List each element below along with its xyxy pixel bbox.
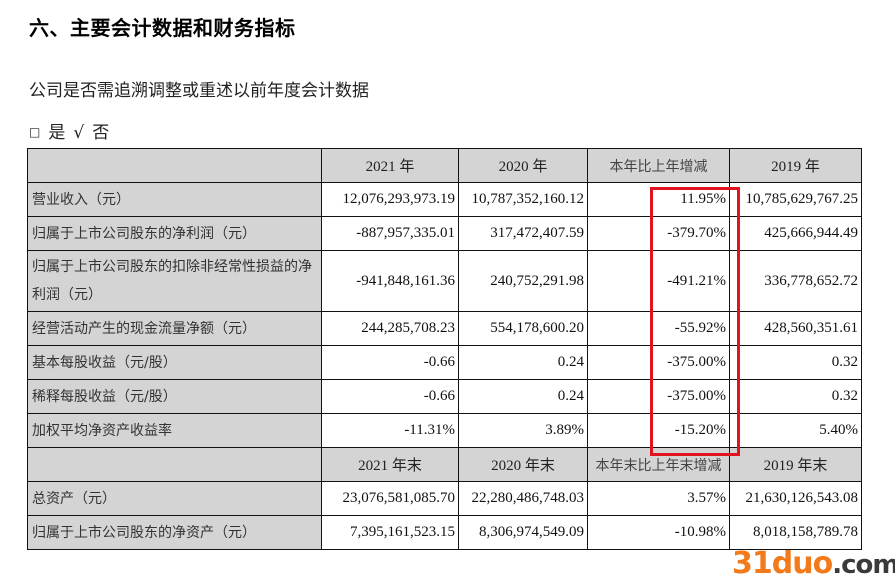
value-2020: 240,752,291.98	[458, 250, 588, 312]
table-row: 归属于上市公司股东的扣除非经常性损益的净利润（元） -941,848,161.3…	[27, 250, 862, 312]
unchecked-box-icon: □	[29, 125, 41, 139]
value-2020: 554,178,600.20	[458, 311, 588, 346]
value-change: -55.92%	[587, 311, 730, 346]
header-cell-2021-end: 2021 年末	[321, 447, 459, 482]
value-change: -375.00%	[587, 379, 730, 414]
row-label: 归属于上市公司股东的净利润（元）	[27, 216, 322, 251]
value-2021: -0.66	[321, 379, 459, 414]
row-label: 经营活动产生的现金流量净额（元）	[27, 311, 322, 346]
value-2021: 244,285,708.23	[321, 311, 459, 346]
value-2020: 3.89%	[458, 413, 588, 448]
row-label: 基本每股收益（元/股）	[27, 345, 322, 380]
row-label: 总资产（元）	[27, 481, 322, 516]
table-row: 归属于上市公司股东的净资产（元） 7,395,161,523.15 8,306,…	[27, 515, 862, 550]
value-2020: 8,306,974,549.09	[458, 515, 588, 550]
value-2020: 317,472,407.59	[458, 216, 588, 251]
table-row: 归属于上市公司股东的净利润（元） -887,957,335.01 317,472…	[27, 216, 862, 251]
value-change: 3.57%	[587, 481, 730, 516]
table-row: 总资产（元） 23,076,581,085.70 22,280,486,748.…	[27, 481, 862, 516]
value-change: -379.70%	[587, 216, 730, 251]
yes-label: 是	[48, 123, 66, 143]
value-2020: 0.24	[458, 345, 588, 380]
header-cell-blank	[27, 148, 322, 183]
value-2019: 21,630,126,543.08	[729, 481, 862, 516]
restatement-choice: □ 是 √ 否	[29, 118, 109, 143]
value-2019: 5.40%	[729, 413, 862, 448]
value-2021: 7,395,161,523.15	[321, 515, 459, 550]
value-2019: 336,778,652.72	[729, 250, 862, 312]
row-label: 营业收入（元）	[27, 182, 322, 217]
row-label: 加权平均净资产收益率	[27, 413, 322, 448]
row-label: 归属于上市公司股东的扣除非经常性损益的净利润（元）	[27, 250, 322, 312]
value-2019: 0.32	[729, 379, 862, 414]
value-2019: 10,785,629,767.25	[729, 182, 862, 217]
watermark-logo: 31duo.com	[732, 546, 895, 581]
header-cell-change-end: 本年末比上年末增减	[587, 447, 730, 482]
value-2019: 0.32	[729, 345, 862, 380]
value-change: -10.98%	[587, 515, 730, 550]
value-2019: 425,666,944.49	[729, 216, 862, 251]
header-cell-blank	[27, 447, 322, 482]
row-label: 归属于上市公司股东的净资产（元）	[27, 515, 322, 550]
value-2021: -11.31%	[321, 413, 459, 448]
watermark-brand: 31duo	[732, 546, 833, 581]
value-2021: 12,076,293,973.19	[321, 182, 459, 217]
value-2019: 8,018,158,789.78	[729, 515, 862, 550]
table-subheader-row: 2021 年末 2020 年末 本年末比上年末增减 2019 年末	[27, 447, 862, 482]
table-row: 营业收入（元） 12,076,293,973.19 10,787,352,160…	[27, 182, 862, 217]
value-change: -15.20%	[587, 413, 730, 448]
row-label: 稀释每股收益（元/股）	[27, 379, 322, 414]
table-row: 基本每股收益（元/股） -0.66 0.24 -375.00% 0.32	[27, 345, 862, 380]
value-2019: 428,560,351.61	[729, 311, 862, 346]
value-change: -491.21%	[587, 250, 730, 312]
value-2021: -941,848,161.36	[321, 250, 459, 312]
table-row: 经营活动产生的现金流量净额（元） 244,285,708.23 554,178,…	[27, 311, 862, 346]
value-change: -375.00%	[587, 345, 730, 380]
value-2020: 10,787,352,160.12	[458, 182, 588, 217]
header-cell-2021: 2021 年	[321, 148, 459, 183]
table-header-row: 2021 年 2020 年 本年比上年增减 2019 年	[27, 148, 862, 183]
financial-indicators-table: 2021 年 2020 年 本年比上年增减 2019 年 营业收入（元） 12,…	[27, 148, 862, 550]
value-2021: -0.66	[321, 345, 459, 380]
value-2020: 0.24	[458, 379, 588, 414]
restatement-question: 公司是否需追溯调整或重述以前年度会计数据	[29, 81, 369, 101]
section-heading: 六、主要会计数据和财务指标	[29, 16, 296, 40]
header-cell-2019: 2019 年	[729, 148, 862, 183]
value-2021: 23,076,581,085.70	[321, 481, 459, 516]
value-2021: -887,957,335.01	[321, 216, 459, 251]
check-mark-icon: √	[73, 123, 85, 143]
table-row: 加权平均净资产收益率 -11.31% 3.89% -15.20% 5.40%	[27, 413, 862, 448]
no-label: 否	[92, 123, 110, 143]
value-change: 11.95%	[587, 182, 730, 217]
header-cell-2020: 2020 年	[458, 148, 588, 183]
header-cell-change: 本年比上年增减	[587, 148, 730, 183]
watermark-tld: .com	[832, 550, 895, 580]
value-2020: 22,280,486,748.03	[458, 481, 588, 516]
header-cell-2020-end: 2020 年末	[458, 447, 588, 482]
header-cell-2019-end: 2019 年末	[729, 447, 862, 482]
table-row: 稀释每股收益（元/股） -0.66 0.24 -375.00% 0.32	[27, 379, 862, 414]
